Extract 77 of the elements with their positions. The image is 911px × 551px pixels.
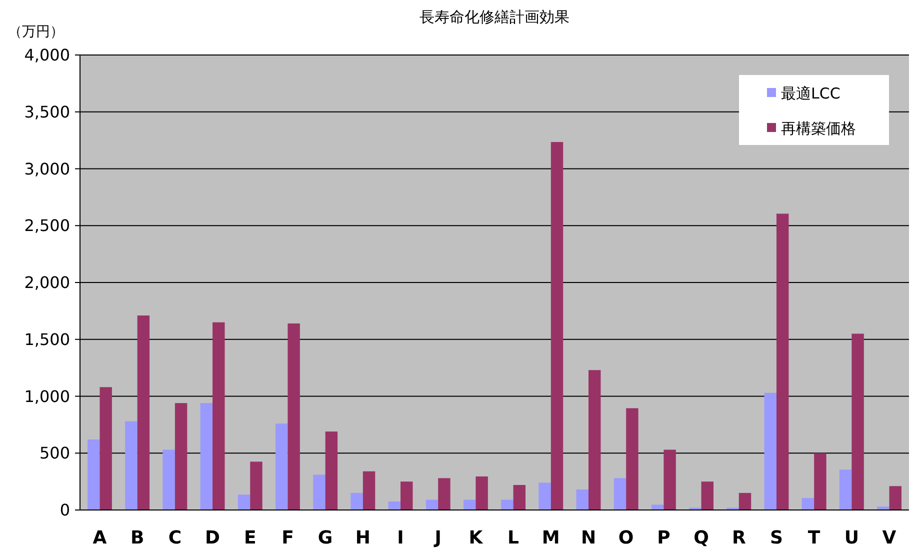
y-tick-label: 3,000 — [24, 159, 70, 178]
x-tick-label: M — [542, 527, 560, 548]
bar — [852, 334, 864, 510]
y-tick-label: 3,500 — [24, 102, 70, 122]
bar — [877, 506, 890, 510]
x-tick-label: D — [205, 527, 220, 548]
bar — [288, 323, 300, 510]
bar — [212, 322, 225, 510]
bar — [588, 370, 601, 510]
y-tick-label: 500 — [39, 444, 70, 463]
bar — [802, 498, 814, 510]
y-tick-label: 1,000 — [24, 386, 70, 406]
bar — [538, 482, 551, 510]
bar — [738, 492, 752, 510]
bar — [614, 478, 626, 510]
bar — [88, 439, 100, 510]
bar — [776, 214, 789, 510]
bar — [313, 474, 326, 510]
x-tick-label: V — [882, 527, 896, 548]
y-axis-title: （万円） — [8, 24, 64, 40]
x-tick-label: N — [580, 527, 596, 548]
bar — [626, 408, 638, 510]
bar — [362, 471, 376, 510]
bar — [513, 484, 526, 510]
bar — [250, 462, 262, 510]
bar — [388, 501, 401, 510]
x-tick-label: Q — [694, 527, 709, 548]
bar — [463, 500, 476, 510]
y-tick-label: 4,000 — [24, 46, 70, 65]
x-tick-label: T — [808, 527, 821, 548]
y-tick-label: 2,500 — [24, 216, 70, 236]
x-tick-label: S — [770, 527, 783, 548]
bar — [664, 450, 676, 510]
bar — [426, 500, 438, 510]
bar — [476, 476, 488, 510]
y-tick-label: 2,000 — [24, 273, 70, 292]
bar — [889, 486, 902, 510]
legend-label: 最適LCC — [781, 84, 840, 102]
x-tick-label: R — [732, 527, 746, 548]
x-tick-label: B — [130, 527, 144, 548]
bar — [162, 450, 175, 510]
bar — [350, 492, 363, 510]
bar — [137, 315, 150, 510]
bar — [651, 504, 664, 510]
x-tick-label: A — [92, 527, 107, 548]
bar — [839, 470, 852, 510]
x-tick-label: J — [432, 527, 442, 548]
bar — [200, 403, 213, 510]
bar — [276, 424, 288, 510]
bar — [764, 392, 776, 510]
x-tick-label: G — [318, 527, 333, 548]
x-tick-label: U — [844, 527, 859, 548]
bar — [576, 490, 588, 510]
bar — [701, 482, 714, 510]
bar — [814, 453, 826, 510]
bar — [100, 387, 112, 510]
bar — [238, 494, 250, 510]
bar — [174, 403, 188, 510]
x-tick-label: E — [244, 527, 256, 548]
x-tick-label: C — [168, 527, 182, 548]
y-tick-label: 0 — [60, 500, 70, 520]
x-tick-label: L — [508, 527, 520, 548]
bar — [550, 142, 564, 510]
x-tick-label: F — [282, 527, 294, 548]
bar — [438, 478, 450, 510]
x-tick-label: P — [657, 527, 670, 548]
x-tick-label: I — [397, 527, 404, 548]
legend-label: 再構築価格 — [781, 119, 856, 138]
x-tick-label: K — [468, 527, 484, 548]
x-tick-label: H — [355, 527, 370, 548]
y-tick-label: 1,500 — [24, 330, 70, 349]
bar — [501, 500, 514, 510]
bar — [125, 421, 138, 510]
bar — [325, 432, 338, 510]
chart-title: 長寿命化修繕計画効果 — [420, 8, 570, 26]
x-tick-label: O — [618, 527, 634, 548]
bar — [400, 482, 413, 510]
